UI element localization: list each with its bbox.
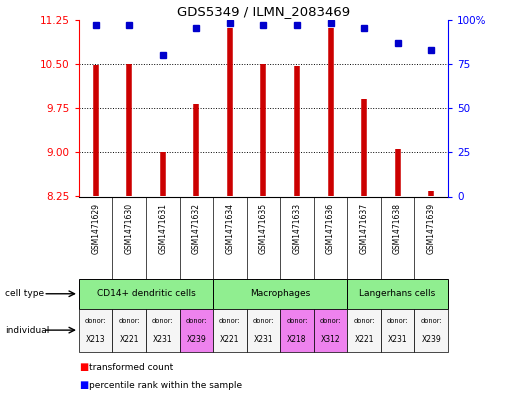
Text: X312: X312 — [321, 335, 341, 344]
Text: donor:: donor: — [387, 318, 408, 325]
Text: X221: X221 — [220, 335, 240, 344]
Text: percentile rank within the sample: percentile rank within the sample — [89, 381, 242, 389]
Text: X239: X239 — [186, 335, 206, 344]
Text: transformed count: transformed count — [89, 363, 174, 372]
Text: GSM1471629: GSM1471629 — [91, 203, 100, 254]
Bar — [347, 279, 448, 309]
Bar — [347, 309, 381, 352]
Text: ■: ■ — [79, 380, 88, 390]
Text: cell type: cell type — [5, 289, 44, 298]
Bar — [280, 309, 314, 352]
Title: GDS5349 / ILMN_2083469: GDS5349 / ILMN_2083469 — [177, 6, 350, 18]
Text: GSM1471636: GSM1471636 — [326, 203, 335, 254]
Text: donor:: donor: — [286, 318, 308, 325]
Text: donor:: donor: — [185, 318, 207, 325]
Text: donor:: donor: — [119, 318, 140, 325]
Text: X218: X218 — [287, 335, 307, 344]
Bar — [180, 309, 213, 352]
Text: individual: individual — [5, 326, 49, 334]
Text: X221: X221 — [120, 335, 139, 344]
Text: Macrophages: Macrophages — [250, 289, 310, 298]
Bar — [146, 309, 180, 352]
Text: donor:: donor: — [353, 318, 375, 325]
Text: X221: X221 — [354, 335, 374, 344]
Text: Langerhans cells: Langerhans cells — [359, 289, 436, 298]
Text: X231: X231 — [153, 335, 173, 344]
Text: GSM1471634: GSM1471634 — [225, 203, 234, 254]
Text: GSM1471638: GSM1471638 — [393, 203, 402, 254]
Bar — [79, 279, 213, 309]
Text: donor:: donor: — [152, 318, 174, 325]
Text: ■: ■ — [79, 362, 88, 373]
Text: donor:: donor: — [420, 318, 442, 325]
Text: X231: X231 — [253, 335, 273, 344]
Text: GSM1471633: GSM1471633 — [293, 203, 301, 254]
Text: X213: X213 — [86, 335, 105, 344]
Text: X239: X239 — [421, 335, 441, 344]
Text: GSM1471635: GSM1471635 — [259, 203, 268, 254]
Text: GSM1471639: GSM1471639 — [427, 203, 436, 254]
Text: donor:: donor: — [219, 318, 241, 325]
Text: GSM1471637: GSM1471637 — [359, 203, 369, 254]
Bar — [112, 309, 146, 352]
Bar — [247, 309, 280, 352]
Bar — [213, 279, 347, 309]
Text: donor:: donor: — [320, 318, 342, 325]
Text: GSM1471631: GSM1471631 — [158, 203, 167, 254]
Text: donor:: donor: — [85, 318, 106, 325]
Bar — [381, 309, 414, 352]
Text: GSM1471632: GSM1471632 — [192, 203, 201, 254]
Text: X231: X231 — [388, 335, 407, 344]
Bar — [213, 309, 247, 352]
Text: CD14+ dendritic cells: CD14+ dendritic cells — [97, 289, 195, 298]
Text: donor:: donor: — [252, 318, 274, 325]
Text: GSM1471630: GSM1471630 — [125, 203, 134, 254]
Bar — [79, 309, 112, 352]
Bar — [414, 309, 448, 352]
Bar — [314, 309, 347, 352]
